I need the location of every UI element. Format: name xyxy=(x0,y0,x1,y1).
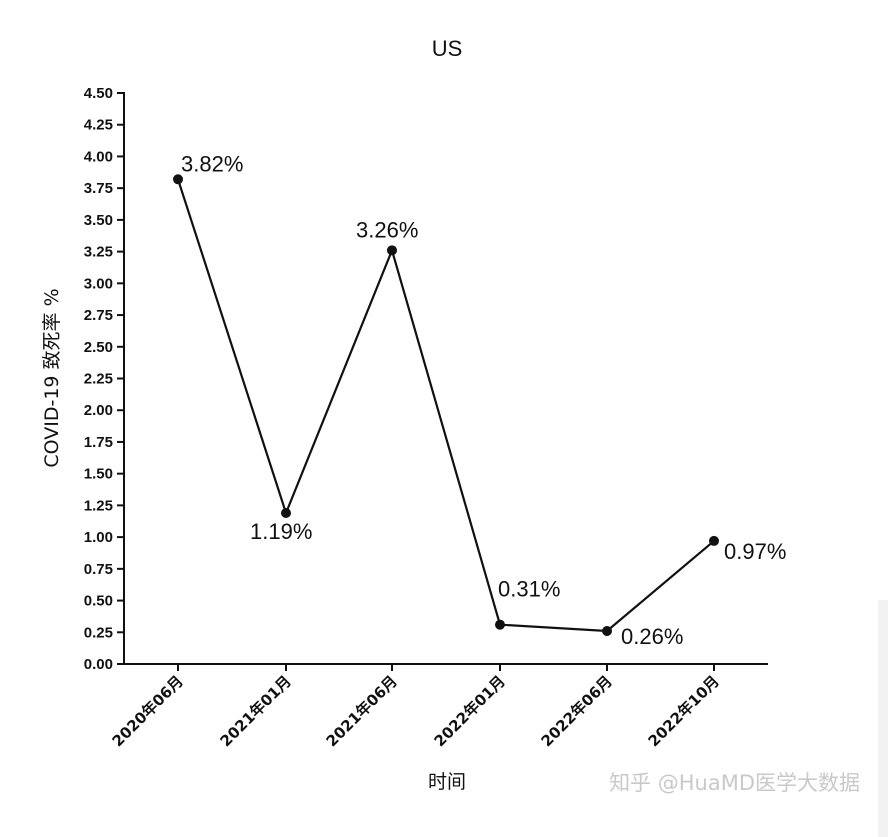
data-label: 0.31% xyxy=(498,577,560,602)
x-tick-label: 2022年06月 xyxy=(538,672,616,750)
y-tick-label: 2.75 xyxy=(84,307,113,324)
data-label: 0.97% xyxy=(724,539,786,564)
y-tick-label: 3.50 xyxy=(84,212,113,229)
x-tick-label: 2021年01月 xyxy=(217,672,295,750)
series-line xyxy=(176,178,715,633)
data-point xyxy=(173,174,183,185)
data-point xyxy=(281,508,291,519)
x-tick-label: 2020年06月 xyxy=(109,672,187,750)
data-label: 3.26% xyxy=(356,217,418,242)
data-labels: 3.82% 1.19% 3.26% 0.31% 0.26% 0.97% xyxy=(181,151,786,649)
y-axis-title: COVID-19 致死率 % xyxy=(41,288,63,467)
data-point xyxy=(387,245,397,256)
y-tick-label: 2.00 xyxy=(84,402,113,419)
y-tick-label: 4.50 xyxy=(84,85,113,102)
y-tick-label: 0.00 xyxy=(84,656,113,673)
y-tick-label: 3.75 xyxy=(84,180,113,197)
data-point xyxy=(495,619,505,630)
x-tick-label: 2021年06月 xyxy=(323,672,401,750)
y-tick-label: 4.00 xyxy=(84,148,113,165)
y-tick-label: 1.75 xyxy=(84,434,113,451)
x-axis: 2020年06月 2021年01月 2021年06月 2022年01月 2022年06月… xyxy=(109,663,768,750)
series-layer xyxy=(173,174,719,637)
data-point xyxy=(602,626,612,637)
y-tick-label: 0.50 xyxy=(84,593,113,610)
data-label: 1.19% xyxy=(250,519,312,544)
y-tick-label: 1.00 xyxy=(84,529,113,546)
y-tick-label: 4.25 xyxy=(84,117,113,134)
x-axis-title: 时间 xyxy=(428,771,466,793)
y-tick-label: 3.25 xyxy=(84,244,113,261)
y-axis: 0.00 0.25 0.50 0.75 1.00 1.25 1.50 1.75 2.00 2.25… xyxy=(84,85,125,673)
chart-title: US xyxy=(432,36,463,61)
edge-strip xyxy=(878,600,888,837)
x-tick-label: 2022年10月 xyxy=(645,672,723,750)
x-tick-label: 2022年01月 xyxy=(431,672,509,750)
data-label: 0.26% xyxy=(621,624,683,649)
data-point xyxy=(709,535,719,546)
y-tick-label: 3.00 xyxy=(84,275,113,292)
watermark-text: 知乎 @HuaMD医学大数据 xyxy=(609,771,860,795)
y-tick-label: 0.25 xyxy=(84,624,113,641)
y-tick-label: 2.50 xyxy=(84,339,113,356)
y-tick-label: 0.75 xyxy=(84,561,113,578)
y-tick-label: 1.50 xyxy=(84,466,113,483)
y-tick-label: 1.25 xyxy=(84,497,113,514)
y-tick-label: 2.25 xyxy=(84,371,113,388)
data-label: 3.82% xyxy=(181,151,243,176)
